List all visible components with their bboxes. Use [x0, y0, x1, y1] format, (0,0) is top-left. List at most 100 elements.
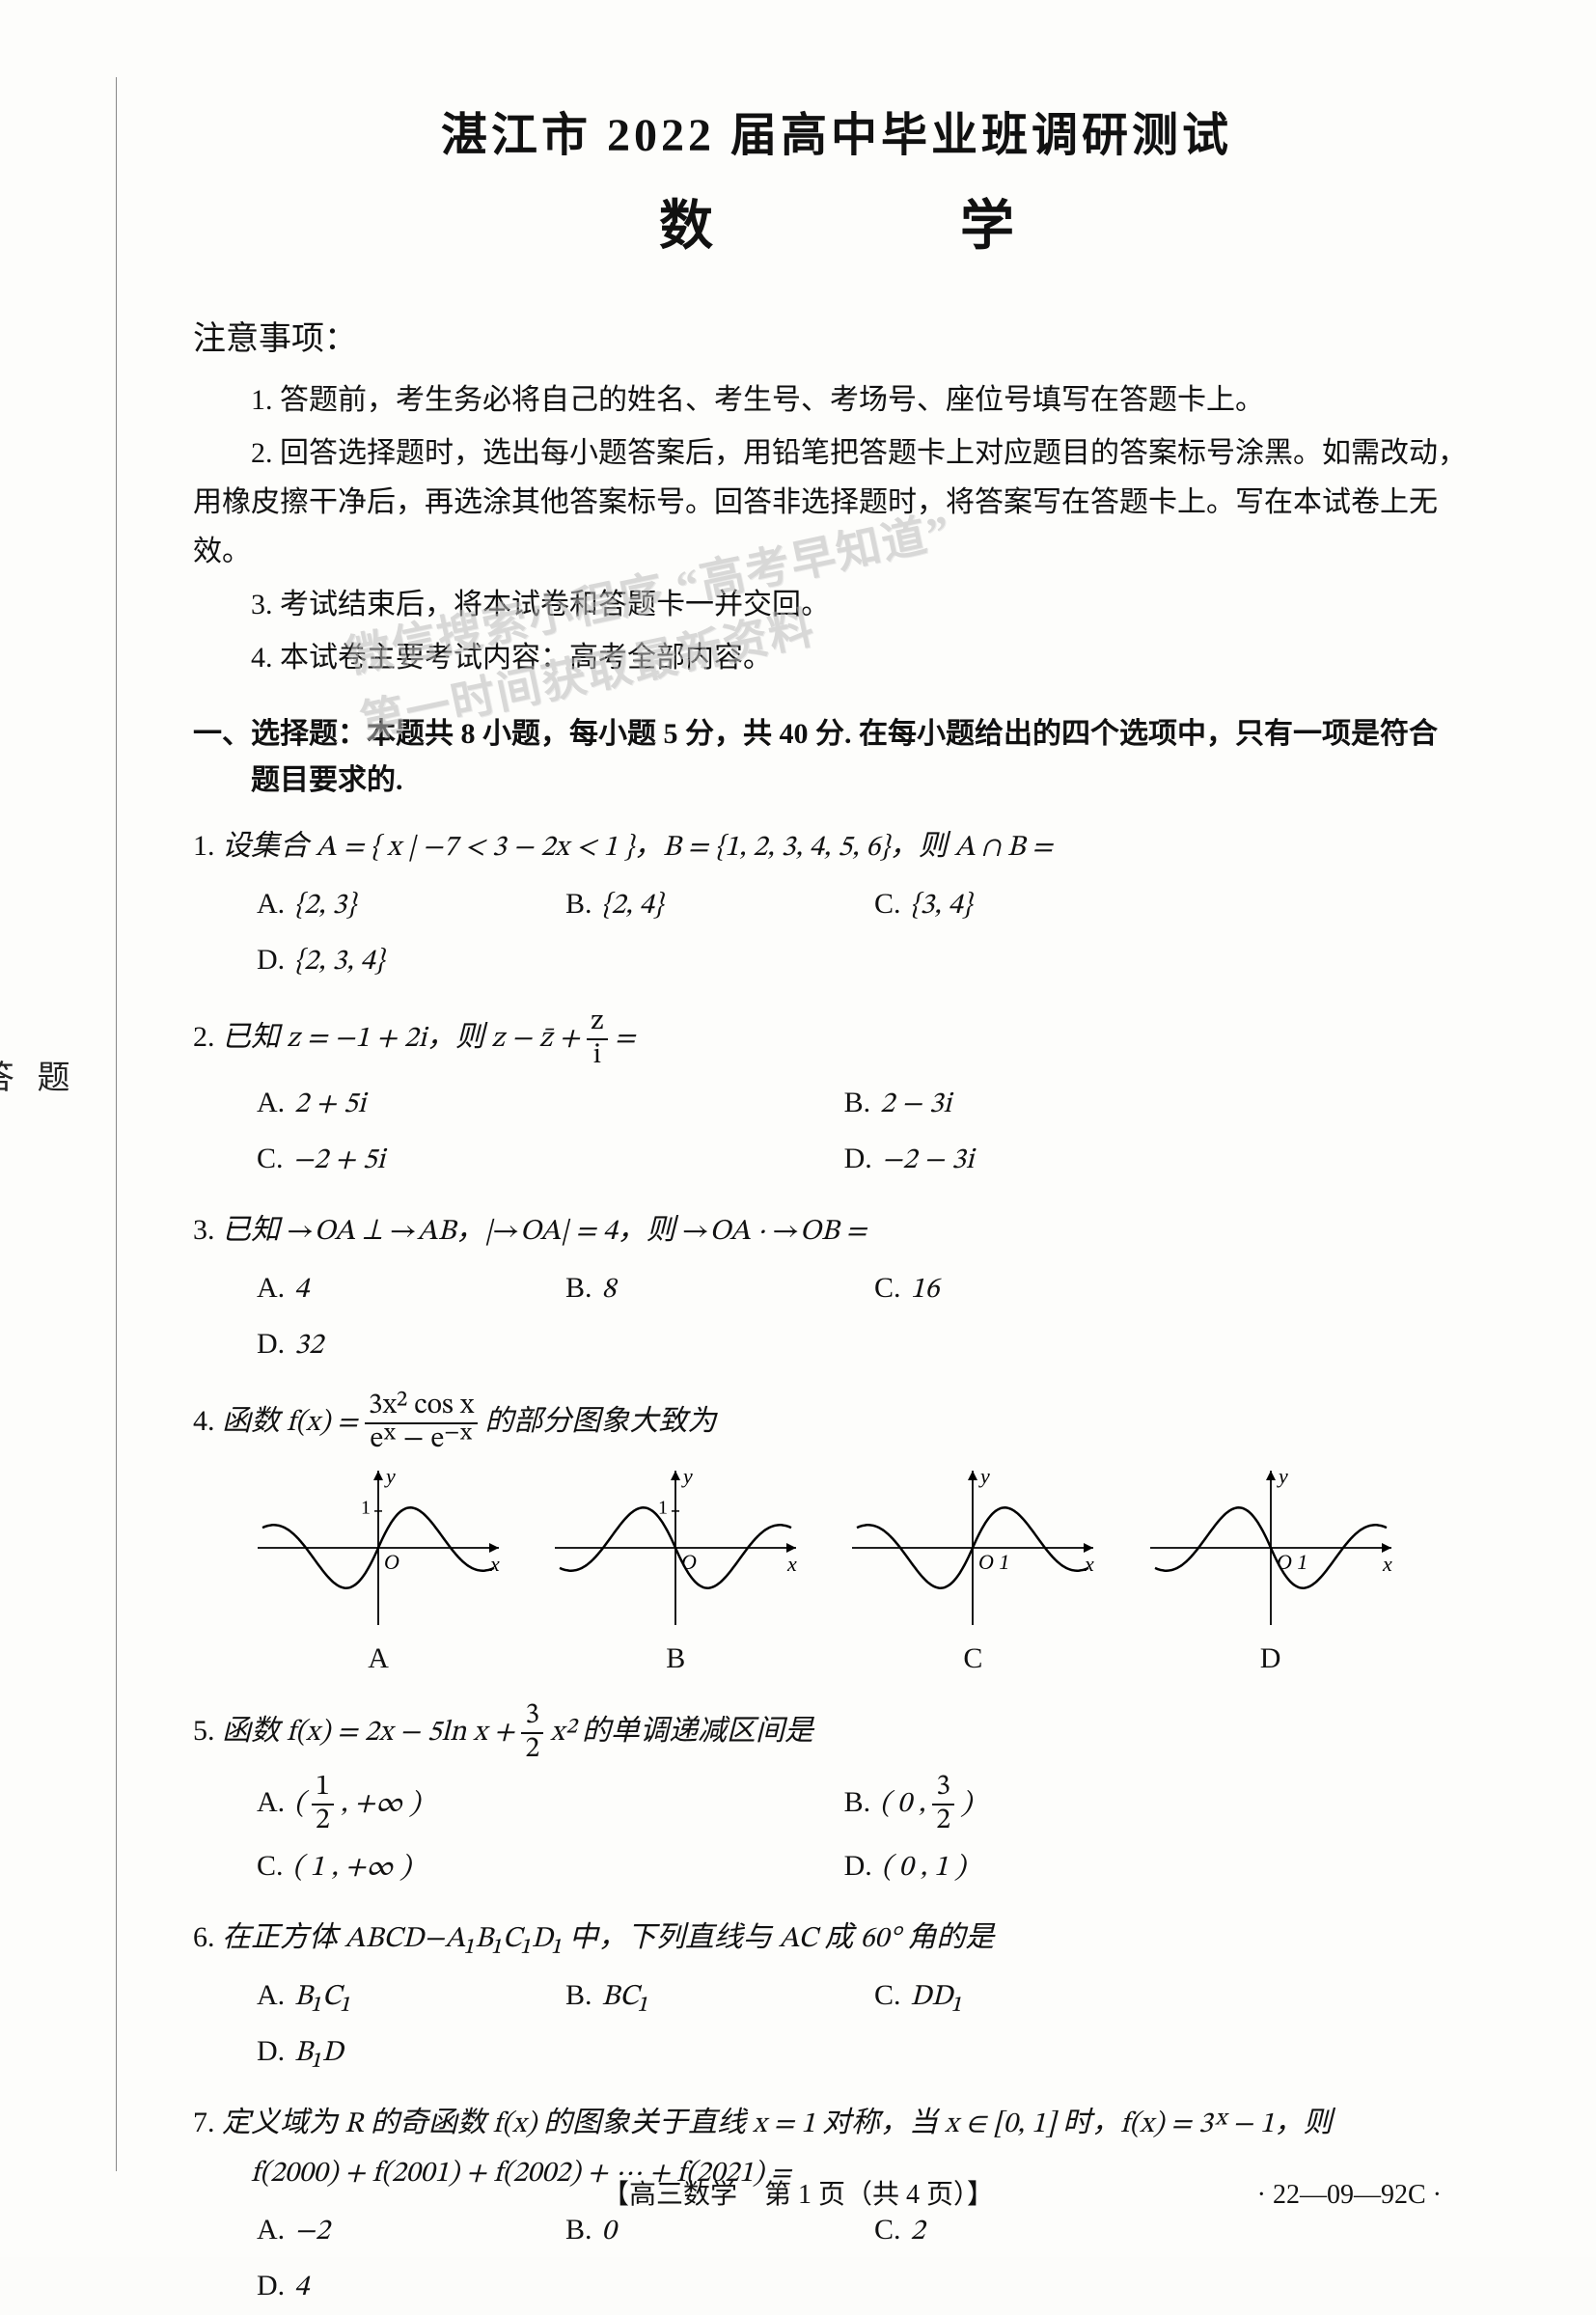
opt-label: B.	[844, 1078, 871, 1127]
opt-text: DD₁	[911, 1973, 963, 2023]
seal-char: 题	[21, 1060, 77, 1102]
opt-label: C.	[874, 1971, 901, 2020]
opt-label: D.	[257, 1319, 285, 1368]
graph-caption: B	[666, 1634, 685, 1683]
opt-label: B.	[565, 879, 592, 928]
opt-label: D.	[257, 2261, 285, 2310]
opt-label: A.	[257, 1778, 285, 1827]
question-6: 6. 在正方体 ABCD−A₁B₁C₁D₁ 中，下列直线与 AC 成 60° 角…	[193, 1913, 1480, 2081]
svg-text:x: x	[489, 1552, 500, 1576]
opt-label: A.	[257, 879, 285, 928]
graph-panel: O 1xyD	[1137, 1466, 1403, 1683]
opt-text: B₁C₁	[294, 1973, 351, 2023]
svg-text:y: y	[681, 1464, 693, 1488]
question-3-stem: 3. 已知 →OA ⊥ →AB，|→OA| = 4，则 →OA · →OB =	[193, 1205, 1480, 1257]
question-4-graphs: Oxy1AOxy1BO 1xyCO 1xyD	[245, 1466, 1404, 1683]
notice-item: 1. 答题前，考生务必将自己的姓名、考生号、考场号、座位号填写在答题卡上。	[193, 375, 1480, 425]
question-4-stem: 4. 函数 f(x) = 3x² cos xeˣ − e⁻ˣ 的部分图象大致为	[193, 1391, 1480, 1456]
graph-svg: Ox y1	[550, 1466, 801, 1630]
question-3-options: A.4 B.8 C.16 D.32	[257, 1261, 1480, 1373]
exam-title-line1: 湛江市 2022 届高中毕业班调研测试	[193, 96, 1480, 176]
opt-text: {2, 4}	[602, 882, 664, 931]
question-7-stem: 7. 定义域为 R 的奇函数 f(x) 的图象关于直线 x = 1 对称，当 x…	[193, 2098, 1480, 2150]
opt-text: 8	[602, 1266, 617, 1315]
svg-text:O 1: O 1	[978, 1550, 1009, 1574]
exam-title-subject: 数 学	[193, 181, 1480, 273]
svg-text:x: x	[1084, 1552, 1094, 1576]
notice-heading: 注意事项：	[193, 312, 1480, 368]
svg-text:y: y	[1277, 1464, 1288, 1488]
question-number: 2.	[193, 1021, 215, 1053]
svg-text:O 1: O 1	[1277, 1550, 1307, 1574]
question-1-options: A.{2, 3} B.{2, 4} C.{3, 4} D.{2, 3, 4}	[257, 877, 1480, 989]
question-1-stem: 1. 设集合 A = { x | −7 < 3 − 2x < 1 }，B = {…	[193, 821, 1480, 873]
opt-label: A.	[257, 1971, 285, 2020]
graph-svg: Oxy1	[253, 1466, 504, 1630]
question-text: 定义域为 R 的奇函数 f(x) 的图象关于直线 x = 1 对称，当 x ∈ …	[222, 2110, 1333, 2139]
svg-text:x: x	[786, 1552, 797, 1576]
graph-panel: O 1 x y C	[839, 1466, 1106, 1683]
footer-center: 【高三数学 第 1 页（共 4 页）】	[602, 2180, 994, 2210]
graph-caption: A	[368, 1634, 389, 1683]
opt-text: ( 1 , +∞ )	[293, 1844, 411, 1893]
section-1-heading: 一、选择题：本题共 8 小题，每小题 5 分，共 40 分. 在每小题给出的四个…	[193, 711, 1480, 804]
opt-text: {2, 3, 4}	[294, 938, 384, 987]
notice-item: 3. 考试结束后，将本试卷和答题卡一并交回。	[193, 580, 1480, 629]
svg-text:y: y	[978, 1464, 990, 1488]
opt-text: −2 − 3i	[882, 1137, 975, 1186]
question-7-options: A.−2 B.0 C.2 D.4	[257, 2203, 1480, 2315]
svg-text:x: x	[1382, 1552, 1392, 1576]
opt-label: C.	[257, 1134, 284, 1183]
graph-svg: O 1 x y	[847, 1466, 1098, 1630]
svg-text:1: 1	[361, 1497, 371, 1518]
opt-label: B.	[565, 1971, 592, 2020]
question-number: 4.	[193, 1405, 215, 1437]
question-5-options: A.( 12 , +∞ ) B.( 0 , 32 ) C.( 1 , +∞ ) …	[257, 1770, 1480, 1895]
question-number: 5.	[193, 1715, 215, 1747]
opt-label: A.	[257, 1263, 285, 1312]
opt-label: D.	[844, 1134, 872, 1183]
question-6-options: A.B₁C₁ B.BC₁ C.DD₁ D.B₁D	[257, 1969, 1480, 2081]
opt-text: 16	[911, 1266, 940, 1315]
opt-text: ( 12 , +∞ )	[294, 1772, 420, 1837]
question-4: 4. 函数 f(x) = 3x² cos xeˣ − e⁻ˣ 的部分图象大致为 …	[193, 1391, 1480, 1683]
opt-text: ( 0 , 1 )	[882, 1844, 966, 1893]
opt-text: 4	[294, 1266, 309, 1315]
opt-text: {3, 4}	[911, 882, 973, 931]
section-1-heading-cont: 题目要求的.	[193, 758, 1480, 804]
question-2: 2. 已知 z = −1 + 2i，则 z − z̄ + zi = A.2 + …	[193, 1006, 1480, 1188]
opt-label: D.	[844, 1841, 872, 1890]
question-number: 1.	[193, 830, 215, 862]
seal-fold-line	[116, 77, 117, 2171]
graph-caption: C	[963, 1634, 982, 1683]
opt-text: −2 + 5i	[293, 1137, 386, 1186]
footer-code: · 22—09—92C ·	[1257, 2172, 1442, 2219]
notice-item: 2. 回答选择题时，选出每小题答案后，用铅笔把答题卡上对应题目的答案标号涂黑。如…	[193, 428, 1480, 576]
graph-panel: Oxy1A	[245, 1466, 511, 1683]
question-text: 设集合 A = { x | −7 < 3 − 2x < 1 }，B = {1, …	[222, 834, 1053, 863]
question-text: 函数 f(x) = 3x² cos xeˣ − e⁻ˣ 的部分图象大致为	[222, 1409, 716, 1438]
seal-char: 答	[0, 1060, 21, 1102]
notice-item: 4. 本试卷主要考试内容：高考全部内容。	[193, 633, 1480, 682]
opt-label: A.	[257, 1078, 285, 1127]
question-2-stem: 2. 已知 z = −1 + 2i，则 z − z̄ + zi =	[193, 1006, 1480, 1072]
question-text: 已知 →OA ⊥ →AB，|→OA| = 4，则 →OA · →OB =	[222, 1218, 867, 1247]
opt-label: C.	[874, 879, 901, 928]
graph-panel: Ox y1 B	[542, 1466, 809, 1683]
question-text: 函数 f(x) = 2x − 5ln x + 32 x² 的单调递减区间是	[222, 1719, 813, 1748]
svg-text:y: y	[384, 1464, 396, 1488]
seal-margin-text: 题 答 要 不 内 线 封 密	[39, 405, 77, 1756]
question-text: 在正方体 ABCD−A₁B₁C₁D₁ 中，下列直线与 AC 成 60° 角的是	[222, 1925, 994, 1954]
question-number: 3.	[193, 1214, 215, 1246]
question-6-stem: 6. 在正方体 ABCD−A₁B₁C₁D₁ 中，下列直线与 AC 成 60° 角…	[193, 1913, 1480, 1965]
question-3: 3. 已知 →OA ⊥ →AB，|→OA| = 4，则 →OA · →OB = …	[193, 1205, 1480, 1373]
opt-text: B₁D	[294, 2029, 343, 2079]
opt-text: {2, 3}	[294, 882, 356, 931]
svg-text:O: O	[681, 1550, 697, 1574]
question-2-options: A.2 + 5i B.2 − 3i C.−2 + 5i D.−2 − 3i	[257, 1076, 1480, 1188]
question-5-stem: 5. 函数 f(x) = 2x − 5ln x + 32 x² 的单调递减区间是	[193, 1700, 1480, 1766]
question-1: 1. 设集合 A = { x | −7 < 3 − 2x < 1 }，B = {…	[193, 821, 1480, 989]
opt-text: 2 + 5i	[294, 1081, 366, 1130]
opt-label: D.	[257, 2026, 285, 2076]
svg-text:1: 1	[658, 1497, 668, 1518]
